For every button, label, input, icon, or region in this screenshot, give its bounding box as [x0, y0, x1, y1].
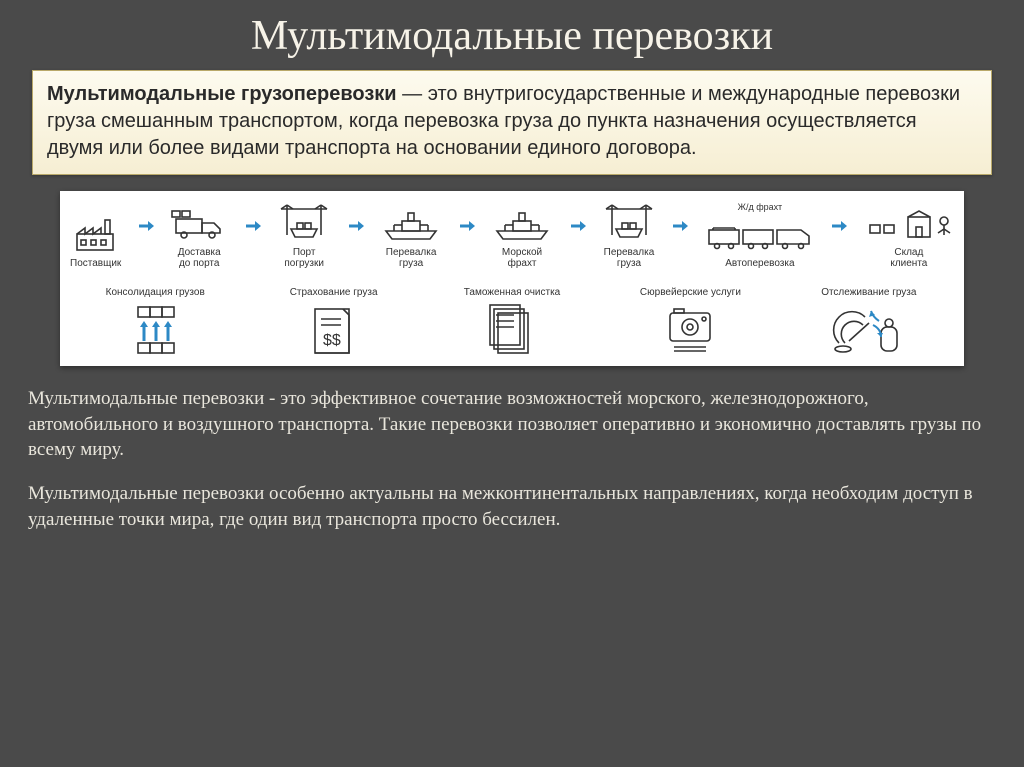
svg-text:$$: $$ — [323, 332, 341, 349]
service-label: Таможенная очистка — [464, 287, 560, 298]
stage-label: Портпогрузки — [284, 247, 324, 269]
service-label: Консолидация грузов — [106, 287, 205, 298]
slide: Мультимодальные перевозки Мультимодальны… — [0, 0, 1024, 767]
service-survey: Сюрвейерские услуги — [611, 287, 769, 358]
flow-stages-row: Поставщик Доставкадо порта Портпогрузки — [70, 201, 954, 269]
customs-icon — [484, 304, 540, 358]
train-icon — [705, 212, 815, 254]
paragraph-1: Мультимодальные перевозки - это эффектив… — [28, 386, 996, 463]
service-label: Страхование груза — [290, 287, 378, 298]
flow-arrow-icon — [244, 219, 262, 233]
definition-bold: Мультимодальные грузоперевозки — [47, 83, 397, 105]
stage-label: Поставщик — [70, 258, 121, 269]
flow-arrow-icon — [569, 219, 587, 233]
service-customs: Таможенная очистка — [433, 287, 591, 358]
survey-icon — [660, 304, 720, 358]
flow-arrow-icon — [137, 219, 155, 233]
flow-arrow-icon — [671, 219, 689, 233]
factory-icon — [73, 212, 119, 254]
flow-arrow-icon — [830, 219, 848, 233]
stage-transfer1: Перевалкагруза — [380, 201, 442, 269]
stage-label: Доставкадо порта — [178, 247, 221, 269]
paragraph-2: Мультимодальные перевозки особенно актуа… — [28, 481, 996, 532]
flow-services-row: Консолидация грузов Страхование груза $$… — [70, 287, 954, 358]
stage-transfer2: Перевалкагруза — [602, 201, 656, 269]
flow-arrow-icon — [347, 219, 365, 233]
definition-box: Мультимодальные грузоперевозки — это вну… — [32, 70, 992, 175]
stage-label: Перевалкагруза — [604, 247, 655, 269]
insurance-icon: $$ — [307, 304, 361, 358]
consolidation-icon — [120, 304, 190, 358]
service-tracking: Отслеживание груза — [790, 287, 948, 358]
tracking-icon — [829, 304, 909, 358]
flow-arrow-icon — [458, 219, 476, 233]
service-label: Сюрвейерские услуги — [640, 287, 741, 298]
body-paragraphs: Мультимодальные перевозки - это эффектив… — [28, 380, 996, 550]
flow-diagram: Поставщик Доставкадо порта Портпогрузки — [60, 191, 964, 366]
stage-label: Автоперевозка — [725, 258, 794, 269]
stage-label: Складклиента — [890, 247, 927, 269]
ship-icon — [491, 201, 553, 243]
service-consolidation: Консолидация грузов — [76, 287, 234, 358]
service-insurance: Страхование груза $$ — [254, 287, 412, 358]
ship-icon — [380, 201, 442, 243]
slide-title: Мультимодальные перевозки — [0, 0, 1024, 70]
stage-label: Морскойфрахт — [502, 247, 542, 269]
stage-sublabel: Ж/д фрахт — [738, 202, 783, 212]
truck-icon — [170, 201, 228, 243]
stage-client: Складклиента — [864, 201, 954, 269]
service-label: Отслеживание груза — [821, 287, 916, 298]
port-icon — [277, 201, 331, 243]
stage-sea: Морскойфрахт — [491, 201, 553, 269]
port-icon — [602, 201, 656, 243]
stage-rail: Ж/д фрахт Автоперевозка — [705, 214, 815, 269]
warehouse-icon — [864, 201, 954, 243]
stage-port: Портпогрузки — [277, 201, 331, 269]
stage-delivery: Доставкадо порта — [170, 201, 228, 269]
stage-label: Перевалкагруза — [386, 247, 437, 269]
stage-supplier: Поставщик — [70, 212, 121, 269]
